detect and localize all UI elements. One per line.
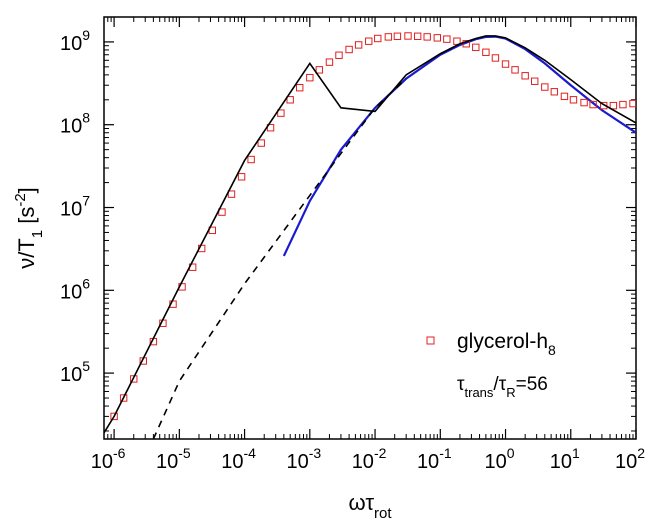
x-tick-label: 10-6 [91,445,126,473]
data-point [365,37,373,45]
data-point [374,34,382,43]
data-point [423,33,431,41]
data-point [247,155,255,164]
data-point [335,51,343,59]
data-point [257,139,265,147]
data-point [277,109,285,117]
data-point [472,43,480,52]
data-point [550,88,559,96]
data-point [569,96,578,104]
data-point [443,35,451,43]
series-layer [104,32,636,439]
data-point [345,45,353,54]
x-tick-label: 10-3 [286,445,321,473]
x-tick-label: 102 [615,445,645,473]
y-tick-label: 109 [60,27,90,55]
series-line-rotational-limit [152,78,407,439]
data-point [110,412,118,421]
y-tick-label: 107 [60,193,90,221]
x-tick-label: 10-2 [352,445,387,473]
y-tick-label: 106 [60,275,90,303]
data-point [629,99,636,108]
data-point [306,73,314,82]
x-tick-labels: 10-6 10-5 10-4 10-3 10-2 10-1 100 101 102 [91,445,645,473]
data-point [580,98,588,107]
data-point [393,32,402,40]
data-point [501,60,510,68]
data-point [619,100,627,109]
y-tick-labels: 105 106 107 108 109 [60,27,90,386]
legend-marker [426,336,435,345]
y-axis-label: ν/T1 [s-2] [12,187,46,269]
data-point [227,190,236,198]
data-point [482,48,490,56]
data-point [462,40,470,48]
data-point [609,101,618,110]
y-tick-label: 105 [60,358,90,386]
data-point [404,32,412,40]
x-axis-label: ωτrot [348,490,392,522]
x-tick-label: 100 [485,445,515,473]
data-point [413,32,422,40]
legend: glycerol-h8 τtrans/τR=56 [426,330,556,400]
data-point [433,34,442,42]
data-point [589,100,597,109]
data-point [354,41,363,49]
data-point [491,54,500,62]
data-point [296,83,304,92]
data-point [119,394,128,402]
data-point [541,83,549,91]
series-line-rotational [282,35,636,257]
x-tick-label: 10-1 [417,445,452,473]
y-tick-label: 108 [60,110,90,138]
legend-label: glycerol-h8 [457,330,556,358]
data-point [521,72,529,80]
data-point [511,66,519,74]
x-tick-label: 10-5 [156,445,191,473]
data-point [560,92,569,101]
series-line-fit [104,35,636,434]
data-point [286,96,294,104]
data-point [384,33,393,41]
data-point [325,58,334,66]
tau-ratio-annotation: τtrans/τR=56 [457,374,548,400]
axis-ticks [104,17,637,439]
data-point [315,66,324,74]
series-glycerol-h8 [110,32,636,421]
plot-frame [103,16,637,440]
data-point [530,77,539,85]
x-tick-label: 101 [550,445,580,473]
x-tick-label: 10-4 [221,445,256,473]
data-point [237,173,246,181]
